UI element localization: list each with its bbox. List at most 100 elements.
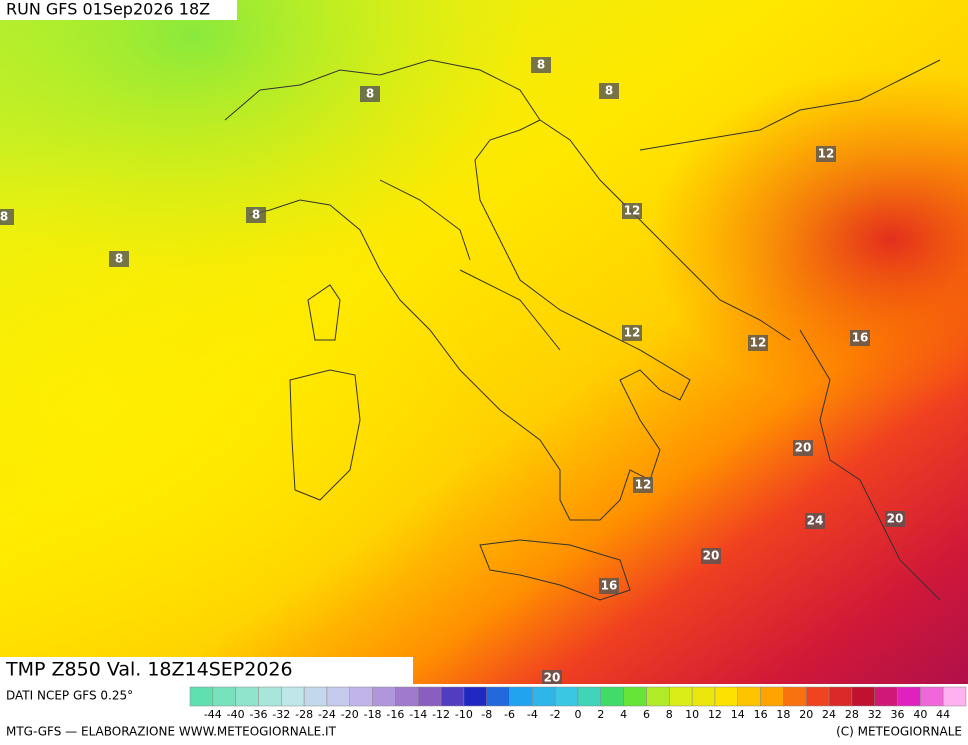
legend-label: 8 [666,708,673,721]
map-title: TMP Z850 Val. 18Z14SEP2026 [5,659,293,681]
legend-swatch [326,686,351,707]
source-label: DATI NCEP GFS 0.25° [6,689,133,703]
contour-label-box [748,335,768,351]
legend-label: -32 [272,708,290,721]
legend-label: -10 [455,708,473,721]
legend-swatch [554,686,579,707]
legend-swatch [303,686,328,707]
legend-label: -18 [364,708,382,721]
contour-label: 12 [624,204,641,218]
legend-label: 16 [754,708,768,721]
contour-label-box [599,83,619,99]
legend-label: 14 [731,708,745,721]
contour-label: 20 [544,671,561,685]
contour-label: 8 [0,210,8,224]
legend-label: 28 [845,708,859,721]
contour-label: 20 [703,549,720,563]
coastlines [224,59,941,601]
legend-swatch [646,686,670,707]
legend-label: 12 [708,708,722,721]
legend-label: -16 [386,708,404,721]
legend-label: -12 [432,708,450,721]
legend-swatch [235,686,259,707]
legend-label: 0 [575,708,582,721]
legend-label: -2 [550,708,561,721]
legend-swatch [760,686,784,707]
contour-label-box [793,440,813,456]
legend-swatch [258,686,282,707]
map-field [0,0,968,684]
legend-label: 32 [868,708,882,721]
legend-label: 6 [643,708,650,721]
legend-swatch [783,686,807,707]
contour-label-box [0,209,14,225]
legend-swatch [395,686,419,707]
legend-label: -8 [481,708,492,721]
legend-label: -28 [295,708,313,721]
legend-label: -14 [409,708,427,721]
legend-label: 44 [936,708,950,721]
contour-label: 16 [601,579,618,593]
legend-swatch [532,686,556,707]
legend-swatch [805,686,830,707]
contour-label-box [246,207,266,223]
legend-swatch [828,686,853,707]
contour-label: 8 [537,58,545,72]
legend-swatch [623,686,647,707]
contour-label-box [531,57,551,73]
title-box [0,657,413,684]
contour-label: 8 [366,87,374,101]
contour-label-box [816,146,836,162]
legend-swatch [349,686,373,707]
contour-label-box [885,511,905,527]
contour-label: 12 [818,147,835,161]
legend-label: -6 [504,708,515,721]
legend-swatch [440,686,465,707]
legend-swatch [212,686,236,707]
legend-swatch [189,686,214,707]
legend-label: 4 [620,708,627,721]
contour-label-box [542,670,562,686]
legend-swatch [281,686,305,707]
footer-left: MTG-GFS — ELABORAZIONE WWW.METEOGIORNALE… [6,725,337,739]
legend-swatch [417,686,442,707]
contour-label-box [360,86,380,102]
legend-swatch [669,686,693,707]
contour-label: 8 [252,208,260,222]
legend-swatch [600,686,624,707]
run-box [0,0,237,20]
legend-label: 18 [776,708,790,721]
legend-label: 24 [822,708,836,721]
legend-swatch [897,686,921,707]
contour-label: 20 [887,512,904,526]
legend-swatch [714,686,739,707]
legend-label: 10 [685,708,699,721]
legend-label: 20 [799,708,813,721]
legend-label: -24 [318,708,336,721]
contour-label: 16 [852,331,869,345]
legend-swatch [486,686,510,707]
color-legend: -44 -40 -36 -32 -28 -24 -2 0 -18 -16 -14 -12 -10 -8 -6… [189,686,967,721]
legend-swatch [920,686,944,707]
legend-swatch [372,686,396,707]
contour-labels: 8 8 8 8 8 8 12 12 12 12 12 16 16 20 20 20 20 24 [0,57,905,686]
legend-swatch [463,686,487,707]
legend-label: -44 [204,708,222,721]
contour-label: 12 [624,326,641,340]
legend-swatch [691,686,716,707]
legend-swatch [577,686,602,707]
legend-label: 36 [891,708,905,721]
run-label: RUN GFS 01Sep2026 18Z [6,0,210,19]
contour-label-box [701,548,721,564]
legend-label: -40 [227,708,245,721]
footer-right: (C) METEOGIORNALE [836,725,962,739]
contour-label: 12 [635,478,652,492]
contour-label-box [622,325,642,341]
legend-swatch [737,686,761,707]
legend-swatch [874,686,898,707]
legend-swatch [509,686,533,707]
contour-label-box [805,513,825,529]
contour-label-box [622,203,642,219]
legend-label: -36 [249,708,267,721]
